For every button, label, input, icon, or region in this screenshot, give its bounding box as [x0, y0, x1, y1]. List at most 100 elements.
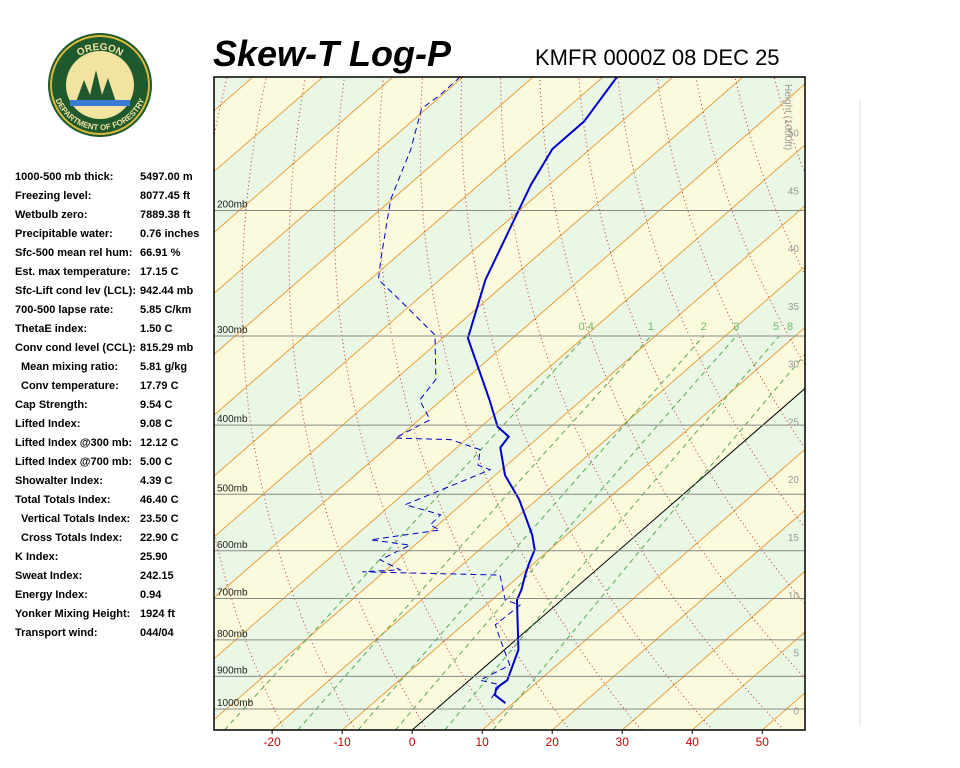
stat-label: Wetbulb zero:: [15, 209, 88, 221]
plot-overlay: 0.4 1 2 3 5 81000mb900mb800mb700mb600mb500mb4…: [214, 84, 805, 749]
mixing-ratio-label: 3: [733, 321, 739, 333]
stats-panel: 1000-500 mb thick: 5497.00 m Freezing leve…: [15, 171, 199, 639]
stat-label: Lifted Index:: [15, 418, 80, 430]
mixing-ratio-line: [357, 335, 704, 730]
isotherm: [902, 77, 960, 730]
pressure-label: 600mb: [217, 540, 248, 551]
band: [214, 144, 805, 720]
dewpoint-line: [362, 77, 522, 701]
stat-value: 7889.38 ft: [140, 209, 190, 221]
stat-value: 12.12 C: [140, 437, 179, 449]
x-tick-label: -10: [333, 735, 351, 749]
logo: OREGON DEPARTMENT OF FORESTRY: [48, 33, 152, 137]
dry-adiabat: [813, 77, 960, 730]
height-tick-label: 40: [788, 244, 800, 255]
isotherm: [551, 509, 805, 730]
isotherm: [214, 77, 674, 477]
chart-subtitle: KMFR 0000Z 08 DEC 25: [535, 45, 780, 70]
band: [214, 77, 805, 598]
stat-label: Precipitable water:: [15, 228, 113, 240]
plot-lines: [214, 77, 960, 730]
height-tick-label: 10: [788, 591, 800, 602]
mixing-ratio-line: [395, 335, 737, 730]
band: [214, 83, 805, 659]
stat-value: 46.40 C: [140, 494, 179, 506]
stat-value: 0.94: [140, 589, 162, 601]
mixing-ratio-line: [444, 335, 780, 730]
stat-value: 25.90: [140, 551, 168, 563]
stat-label: Cross Totals Index:: [21, 532, 122, 544]
isotherm: [271, 265, 805, 730]
mixing-ratio-label: 8: [787, 321, 793, 333]
dry-adiabat: [377, 77, 571, 730]
stat-value: 0.76 inches: [140, 228, 199, 240]
pressure-label: 1000mb: [217, 698, 254, 709]
isotherm: [621, 570, 805, 730]
stat-label: Conv temperature:: [21, 380, 119, 392]
stat-value: 17.15 C: [140, 266, 179, 278]
x-tick-label: 10: [476, 735, 490, 749]
dry-adiabat: [852, 77, 960, 730]
height-tick-label: 20: [788, 475, 800, 486]
dry-adiabat: [460, 77, 713, 730]
dry-adiabat: [930, 77, 960, 730]
logo-top: OREGON: [75, 42, 125, 59]
stat-label: Mean mixing ratio:: [21, 361, 118, 373]
height-tick-label: 45: [788, 186, 800, 197]
stat-value: 242.15: [140, 570, 174, 582]
pressure-label: 500mb: [217, 483, 248, 494]
stat-label: Total Totals Index:: [15, 494, 111, 506]
x-tick-label: 40: [686, 735, 700, 749]
isotherm: [214, 77, 744, 538]
mixing-ratio-line: [297, 335, 652, 730]
mixing-ratio-label: 1: [648, 321, 654, 333]
stat-label: Lifted Index @700 mb:: [15, 456, 132, 468]
height-tick-label: 15: [788, 533, 800, 544]
plot-frame: [213, 76, 806, 731]
x-tick-label: -20: [263, 735, 281, 749]
dry-adiabat: [891, 77, 960, 730]
height-tick-label: 30: [788, 360, 800, 371]
stat-label: Energy Index:: [15, 589, 88, 601]
stat-value: 1924 ft: [140, 608, 175, 620]
stat-label: Conv cond level (CCL):: [15, 342, 136, 354]
stat-value: 9.08 C: [140, 418, 172, 430]
height-label: Height (1000ft): [782, 84, 793, 150]
temperature-line: [466, 77, 618, 704]
height-tick-label: 5: [793, 649, 799, 660]
isotherm: [214, 77, 604, 416]
mixing-ratio-label: 5: [773, 321, 779, 333]
stat-label: Sfc-Lift cond lev (LCL):: [15, 285, 136, 297]
isotherm: [214, 144, 805, 660]
isotherm: [214, 77, 394, 234]
height-tick-label: 0: [793, 706, 799, 717]
isotherm: [341, 326, 805, 730]
stat-value: 1.50 C: [140, 323, 172, 335]
stat-value: 22.90 C: [140, 532, 179, 544]
stat-label: Lifted Index @300 mb:: [15, 437, 132, 449]
chart-title: Skew-T Log-P: [213, 33, 452, 74]
isotherm: [832, 77, 960, 730]
stat-label: Transport wind:: [15, 627, 98, 639]
stat-label: ThetaE index:: [15, 323, 87, 335]
stat-label: Yonker Mixing Height:: [15, 608, 130, 620]
stat-label: Showalter Index:: [15, 475, 103, 487]
stat-value: 815.29 mb: [140, 342, 193, 354]
stat-value: 942.44 mb: [140, 285, 193, 297]
height-tick-label: 50: [788, 128, 800, 139]
stat-value: 044/04: [140, 627, 175, 639]
mixing-ratio-label: 2: [701, 321, 707, 333]
stat-value: 5.81 g/kg: [140, 361, 187, 373]
logo-top-text: OREGON: [75, 42, 125, 59]
mixing-ratio-label: 0.4: [579, 321, 594, 333]
stat-label: 1000-500 mb thick:: [15, 171, 113, 183]
stat-label: Sweat Index:: [15, 570, 82, 582]
isotherm: [214, 205, 805, 721]
pressure-label: 700mb: [217, 588, 248, 599]
stat-value: 8077.45 ft: [140, 190, 190, 202]
stat-label: Vertical Totals Index:: [21, 513, 130, 525]
band: [832, 77, 960, 730]
pressure-label: 200mb: [217, 199, 248, 210]
